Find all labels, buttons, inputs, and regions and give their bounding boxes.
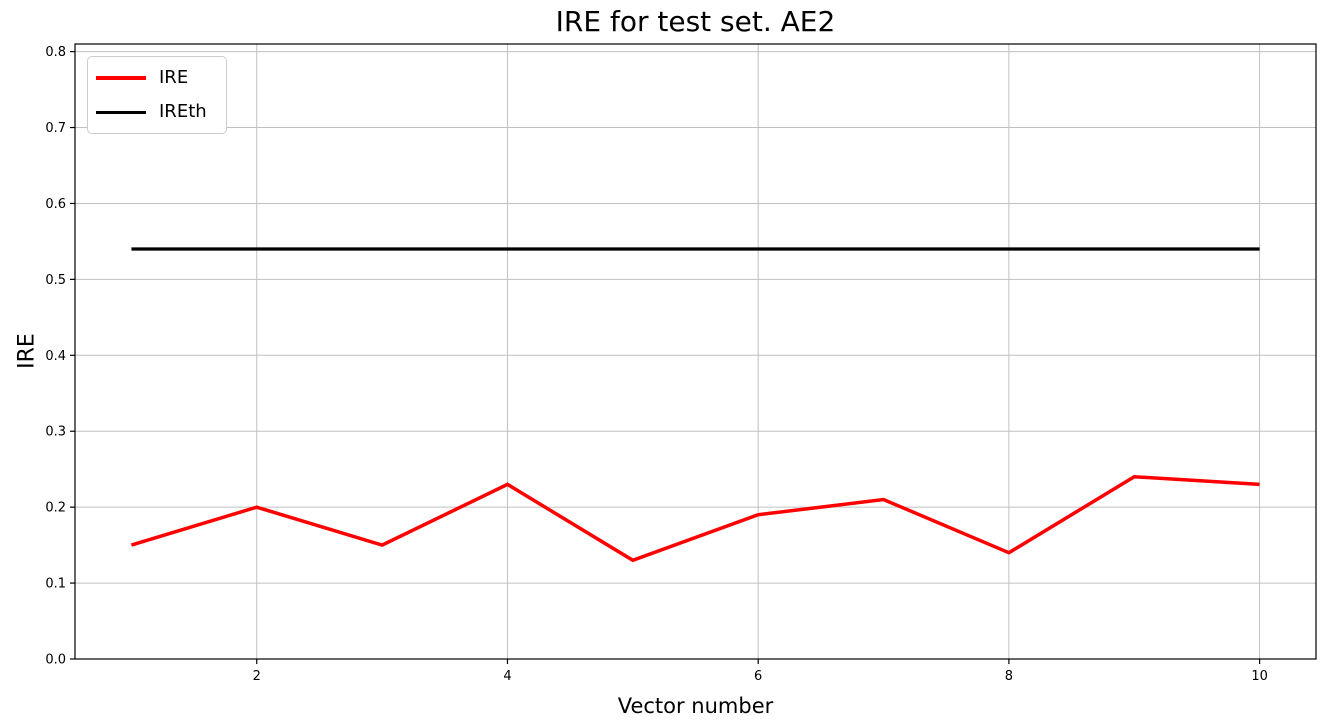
legend-line-sample-ireth xyxy=(96,110,146,114)
y-tick-label: 0.7 xyxy=(45,121,66,136)
legend-item-ire: IRE xyxy=(96,66,214,90)
y-tick-label: 0.0 xyxy=(45,653,66,668)
y-tick-label: 0.8 xyxy=(45,45,66,60)
y-tick-label: 0.6 xyxy=(45,197,66,212)
series-line-ire xyxy=(130,474,1260,563)
x-axis-label: Vector number xyxy=(617,694,774,718)
y-tick-label: 0.1 xyxy=(45,577,66,592)
x-tick-label: 10 xyxy=(1251,669,1268,684)
legend-label-ire: IRE xyxy=(159,67,189,88)
x-tick-label: 8 xyxy=(1005,669,1013,684)
y-tick-label: 0.2 xyxy=(45,501,66,516)
y-tick-label: 0.5 xyxy=(45,273,66,288)
plot-box xyxy=(74,43,1317,660)
y-tick-label: 0.3 xyxy=(45,425,66,440)
legend: IRE IREth xyxy=(87,56,227,134)
y-tick-label: 0.4 xyxy=(45,349,66,364)
legend-line-sample-ire xyxy=(96,76,146,80)
legend-label-ireth: IREth xyxy=(159,101,207,122)
legend-item-ireth: IREth xyxy=(96,100,214,124)
x-tick-label: 2 xyxy=(253,669,261,684)
x-tick-label: 6 xyxy=(754,669,762,684)
chart-title: IRE for test set. AE2 xyxy=(555,5,836,38)
x-tick-label: 4 xyxy=(503,669,511,684)
